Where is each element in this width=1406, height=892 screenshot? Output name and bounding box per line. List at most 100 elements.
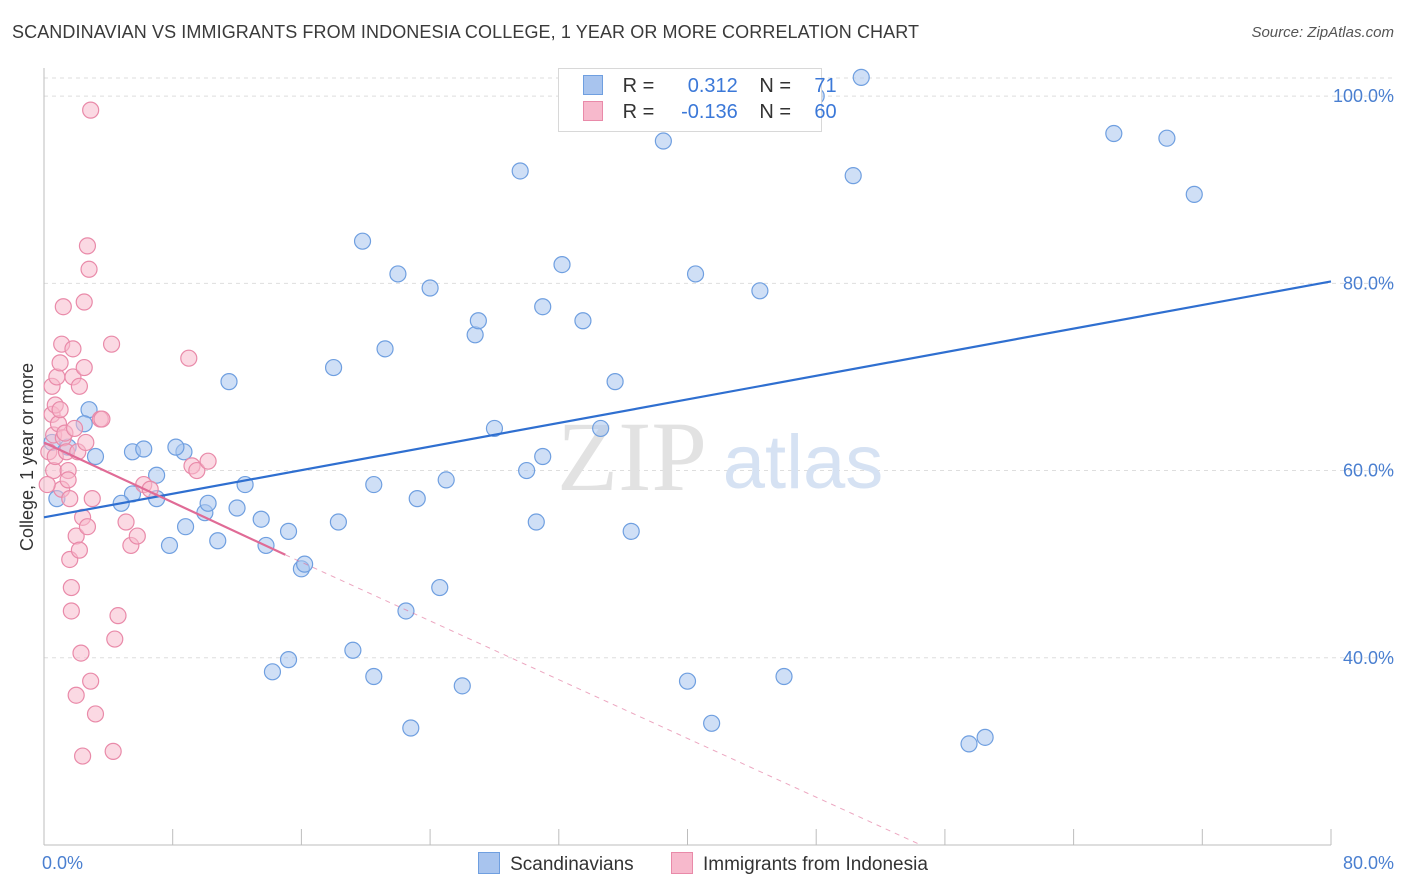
indonesia-point-24 [64,340,82,358]
legend-swatch-indonesia [583,101,603,121]
series-legend-scandinavians[interactable]: Scandinavians [478,852,634,876]
indonesia-point-41 [82,672,100,690]
scandinavian-point-35 [376,340,394,358]
scandinavian-point-61 [751,282,769,300]
scandinavians-points [43,68,1203,753]
scandinavian-point-70 [1185,185,1203,203]
scandinavian-point-53 [574,312,592,330]
scandinavian-point-13 [167,438,185,456]
indonesia-point-45 [93,410,111,428]
legend-row-scandinavians: R = 0.312 N = 71 [583,75,837,101]
indonesia-point-49 [109,607,127,625]
scandinavian-point-52 [553,255,571,274]
indonesia-point-31 [72,644,90,662]
y-tick-label-2: 80.0% [1343,273,1394,293]
y-tick-label-0: 40.0% [1343,648,1394,668]
series-swatch-scandinavians [478,852,501,874]
indonesia-point-35 [75,358,93,377]
scandinavian-point-24 [263,663,282,681]
scandinavian-point-17 [199,494,217,512]
indonesia-point-57 [188,461,206,480]
indonesia-point-9 [51,401,69,419]
trend-lines [43,280,1332,846]
y-tick-label-1: 60.0% [1343,461,1394,481]
chart-title: SCANDINAVIAN VS IMMIGRANTS FROM INDONESI… [12,22,920,42]
indonesia-point-43 [86,705,105,723]
watermark-atlas: atlas [723,420,884,505]
indonesia-point-29 [70,377,88,395]
scandinavian-point-37 [397,602,415,620]
indonesia-point-7 [48,368,66,386]
indonesia-point-38 [78,237,97,255]
scandinavian-point-15 [176,518,195,536]
indonesia-point-34 [75,293,93,311]
scandinavian-point-29 [324,358,343,377]
legend-n-label: N = [759,101,792,123]
indonesia-point-30 [70,541,88,559]
scandinavian-point-10 [148,466,166,484]
scandinavian-point-54 [592,419,610,438]
scandinavian-point-33 [365,667,383,686]
trend-line-indonesia [43,441,286,556]
indonesia-point-50 [117,513,135,531]
legend-n-value: 60 [814,101,837,123]
scandinavian-point-57 [654,132,672,150]
scandinavian-point-47 [511,162,529,180]
series-label-indonesia: Immigrants from Indonesia [702,854,928,875]
scandinavian-point-22 [252,510,270,528]
indonesia-point-27 [67,686,85,704]
scandinavian-point-38 [402,719,420,737]
source-label: Source: ZipAtlas.com [1251,24,1394,41]
scandinavian-point-59 [686,265,705,283]
legend-n-label: N = [759,75,792,97]
scandinavian-point-42 [437,471,455,489]
indonesia-point-58 [199,452,217,470]
scandinavian-point-41 [431,578,449,597]
scandinavian-point-40 [421,279,439,297]
indonesia-point-59 [38,475,56,494]
scandinavian-point-49 [518,461,536,480]
series-legend: Scandinavians Immigrants from Indonesia [0,852,1406,876]
indonesia-point-33 [74,747,92,765]
scandinavian-point-68 [1105,124,1123,143]
legend-swatch-scandinavians [583,75,603,95]
trend-line-indonesia-extension [285,554,922,846]
scandinavian-point-25 [279,651,298,669]
scandinavian-point-64 [844,167,862,185]
scandinavian-point-65 [852,68,870,86]
x-tick-labels: 0.0% 80.0% [42,853,1394,873]
indonesia-point-39 [80,260,98,278]
legend-r-value: -0.136 [681,101,738,123]
indonesia-point-36 [77,433,95,452]
indonesia-point-19 [61,490,79,508]
x-tick-label-1: 80.0% [1343,853,1394,873]
legend-r-label: R = [622,75,655,97]
indonesia-point-55 [180,349,198,367]
watermark-zip: ZIP [557,401,707,512]
x-tick-label-0: 0.0% [42,853,83,873]
indonesia-point-22 [62,602,80,620]
grid-lines [44,77,1392,659]
indonesia-point-18 [59,471,77,489]
scandinavian-point-46 [485,419,504,438]
indonesia-point-13 [54,298,72,316]
scandinavian-point-51 [534,298,552,316]
scandinavian-point-31 [344,641,362,659]
series-label-scandinavians: Scandinavians [510,854,634,875]
scandinavian-point-30 [329,513,348,531]
series-legend-indonesia[interactable]: Immigrants from Indonesia [670,852,928,876]
legend-r-label: R = [622,101,655,123]
scandinavian-point-39 [408,490,426,508]
scandinavian-point-26 [279,522,298,540]
scandinavian-point-14 [160,536,179,555]
legend-row-indonesia: R = -0.136 N = 60 [583,101,837,127]
scandinavian-point-67 [976,728,994,746]
indonesia-point-10 [51,354,69,372]
y-tick-label-3: 100.0% [1333,86,1394,106]
legend-n-value: 71 [814,75,837,97]
scandinavian-point-45 [469,312,487,330]
y-axis-label: College, 1 year or more [17,363,37,551]
scandinavian-point-36 [389,265,407,283]
scandinavian-point-69 [1158,129,1176,147]
